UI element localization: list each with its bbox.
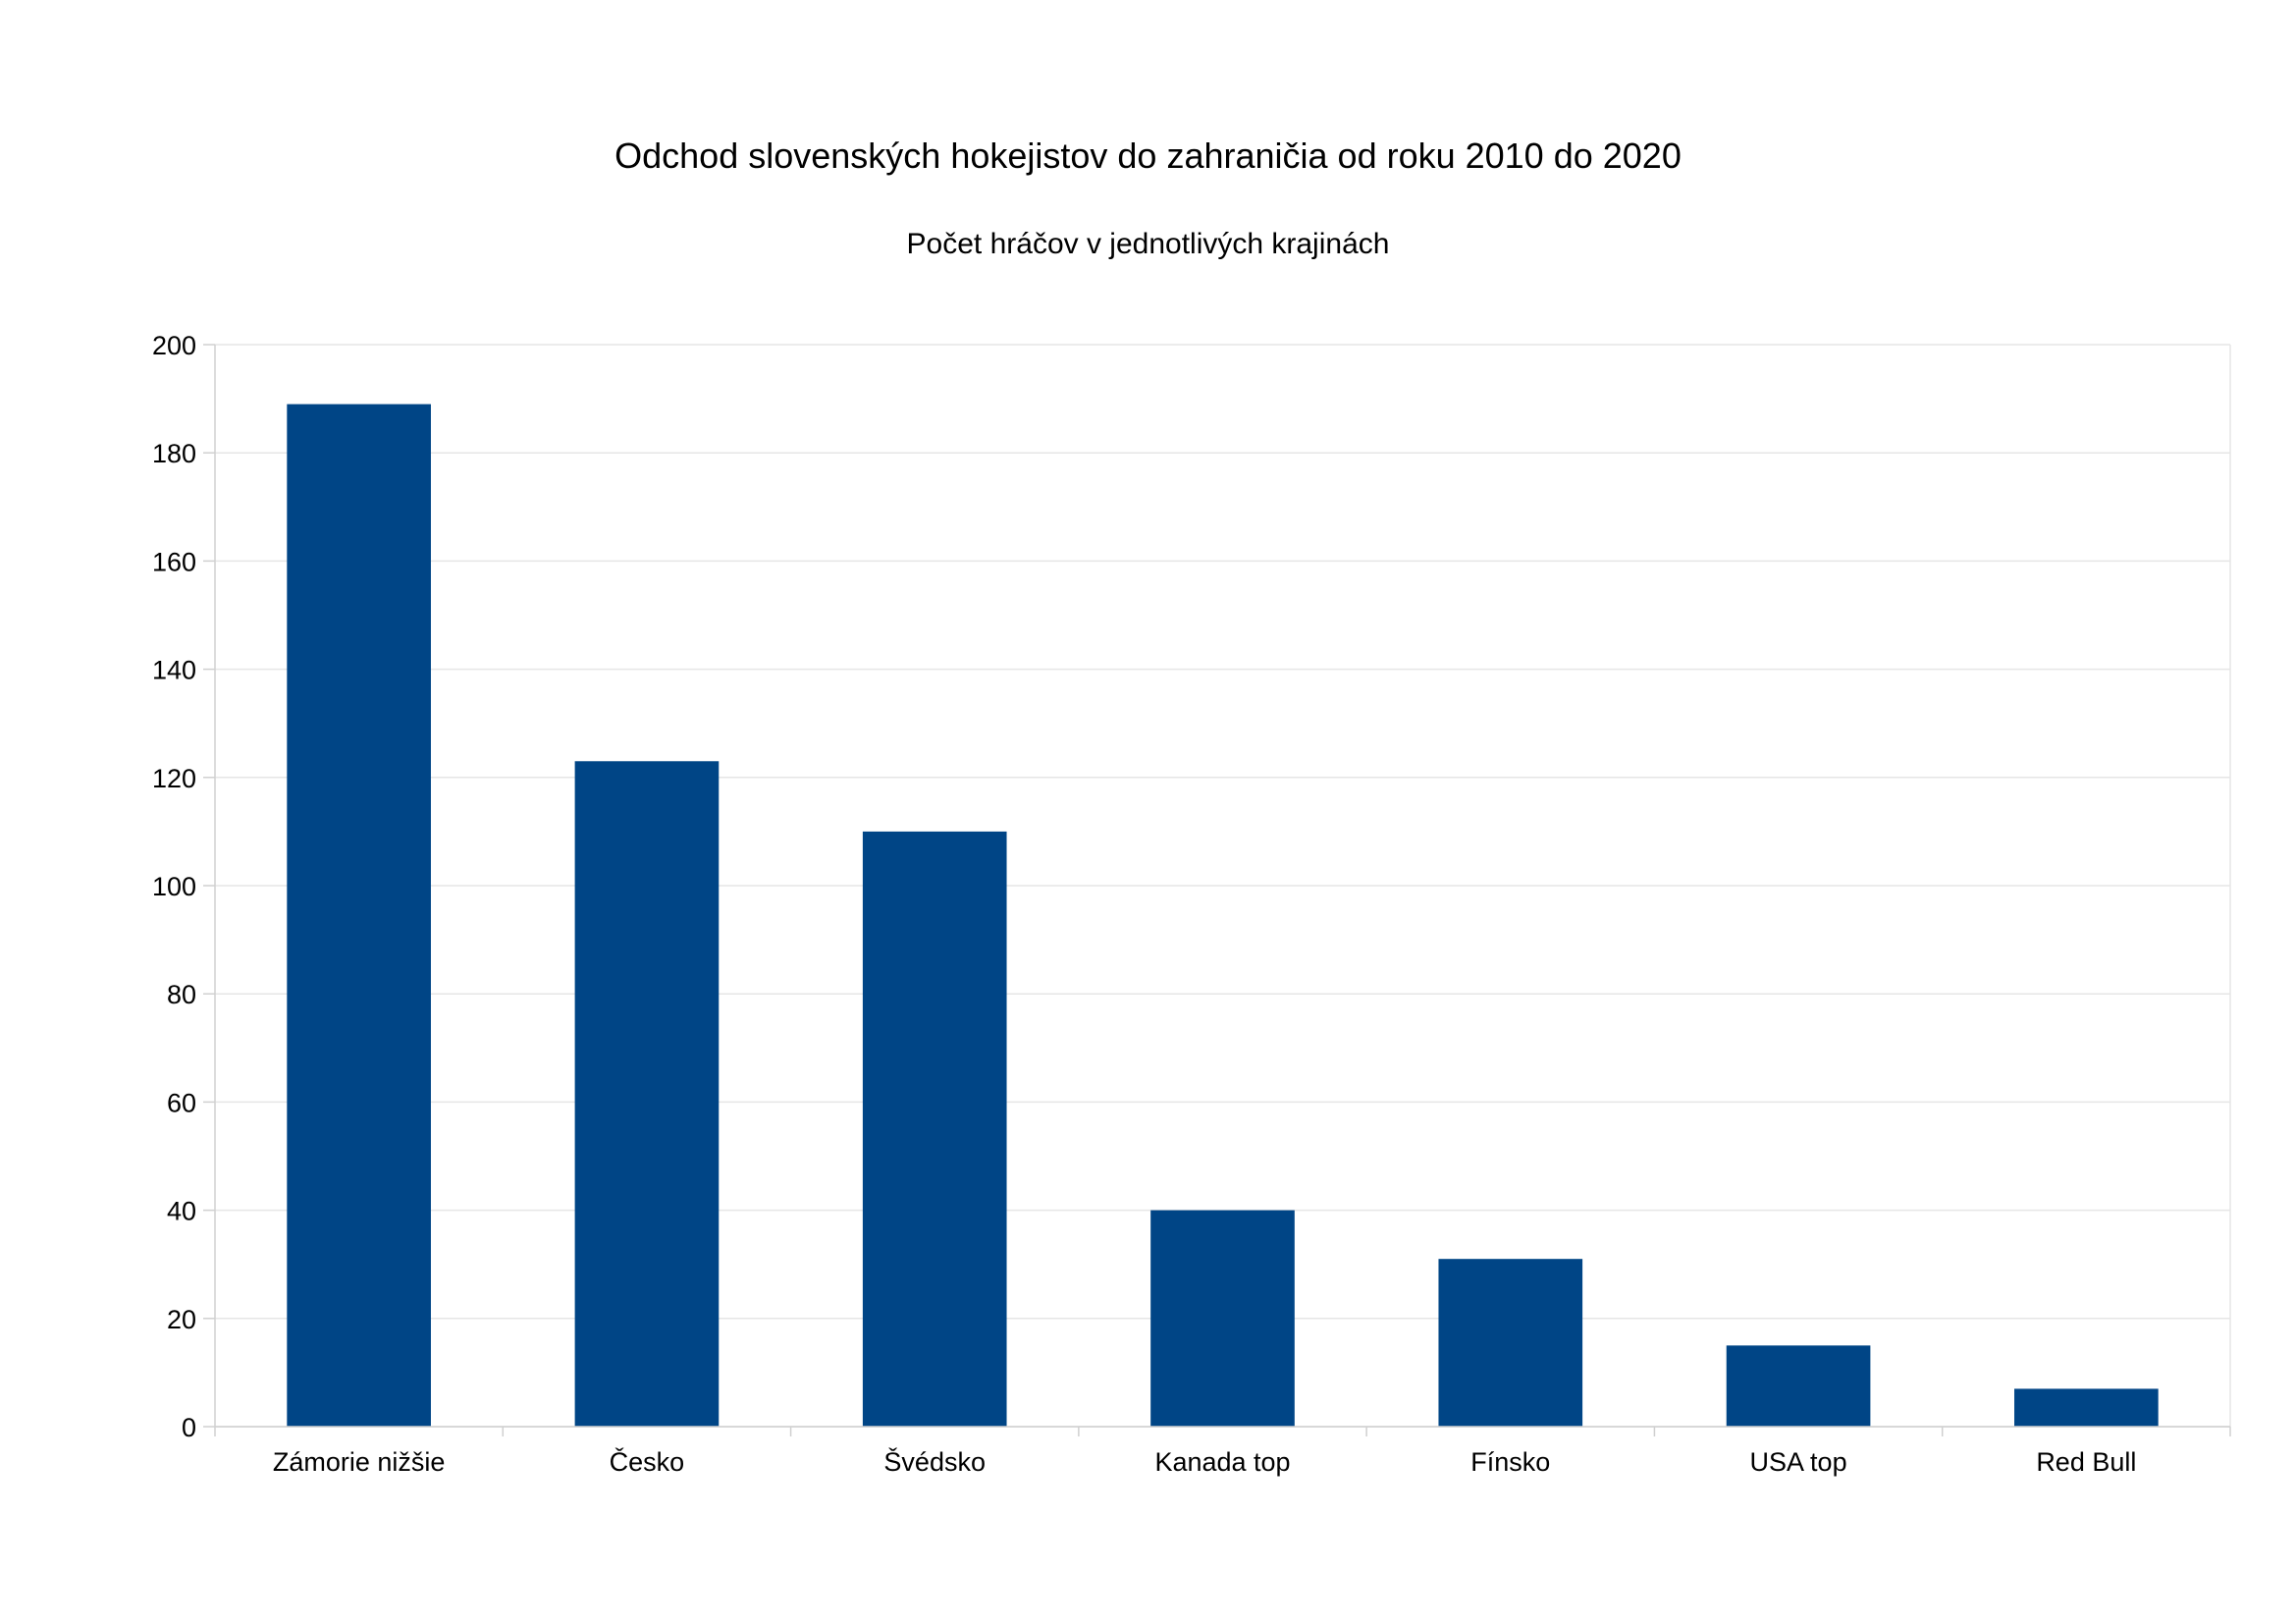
x-tick-label: Kanada top: [1154, 1447, 1290, 1477]
bar-kanada-top: [1150, 1210, 1295, 1427]
chart-subtitle: Počet hráčov v jednotlivých krajinách: [906, 228, 1390, 260]
y-tick-label: 180: [152, 439, 196, 468]
y-tick-label: 140: [152, 656, 196, 685]
bar-česko: [574, 761, 720, 1427]
x-tick-label: USA top: [1750, 1447, 1847, 1477]
label-layer: 0 20 40 60 80 100 120 140 160 180 200 Zámorie nižši…: [152, 331, 2136, 1477]
bar-red-bull: [2014, 1388, 2159, 1427]
y-tick-label: 0: [182, 1413, 196, 1442]
y-tick-label: 160: [152, 547, 196, 576]
y-tick-label: 60: [167, 1088, 196, 1117]
bar-švédsko: [862, 831, 1007, 1427]
chart-title: Odchod slovenských hokejistov do zahrani…: [614, 135, 1682, 176]
y-tick-label: 20: [167, 1305, 196, 1334]
x-tick-label: Česko: [610, 1446, 685, 1477]
axis-layer: [203, 344, 2231, 1436]
grid-layer: [215, 344, 2231, 1428]
y-tick-label: 200: [152, 331, 196, 360]
y-tick-label: 120: [152, 764, 196, 793]
x-tick-label: Švédsko: [883, 1446, 986, 1477]
x-tick-label: Red Bull: [2036, 1447, 2136, 1477]
bar-zámorie-nižšie: [287, 404, 431, 1427]
bar-fínsko: [1438, 1259, 1583, 1427]
y-tick-label: 80: [167, 980, 196, 1009]
y-tick-label: 100: [152, 872, 196, 901]
y-tick-label: 40: [167, 1197, 196, 1226]
bar-layer: [287, 404, 2159, 1427]
x-tick-label: Fínsko: [1470, 1447, 1550, 1477]
x-tick-label: Zámorie nižšie: [273, 1447, 446, 1477]
bar-usa-top: [1726, 1345, 1871, 1427]
